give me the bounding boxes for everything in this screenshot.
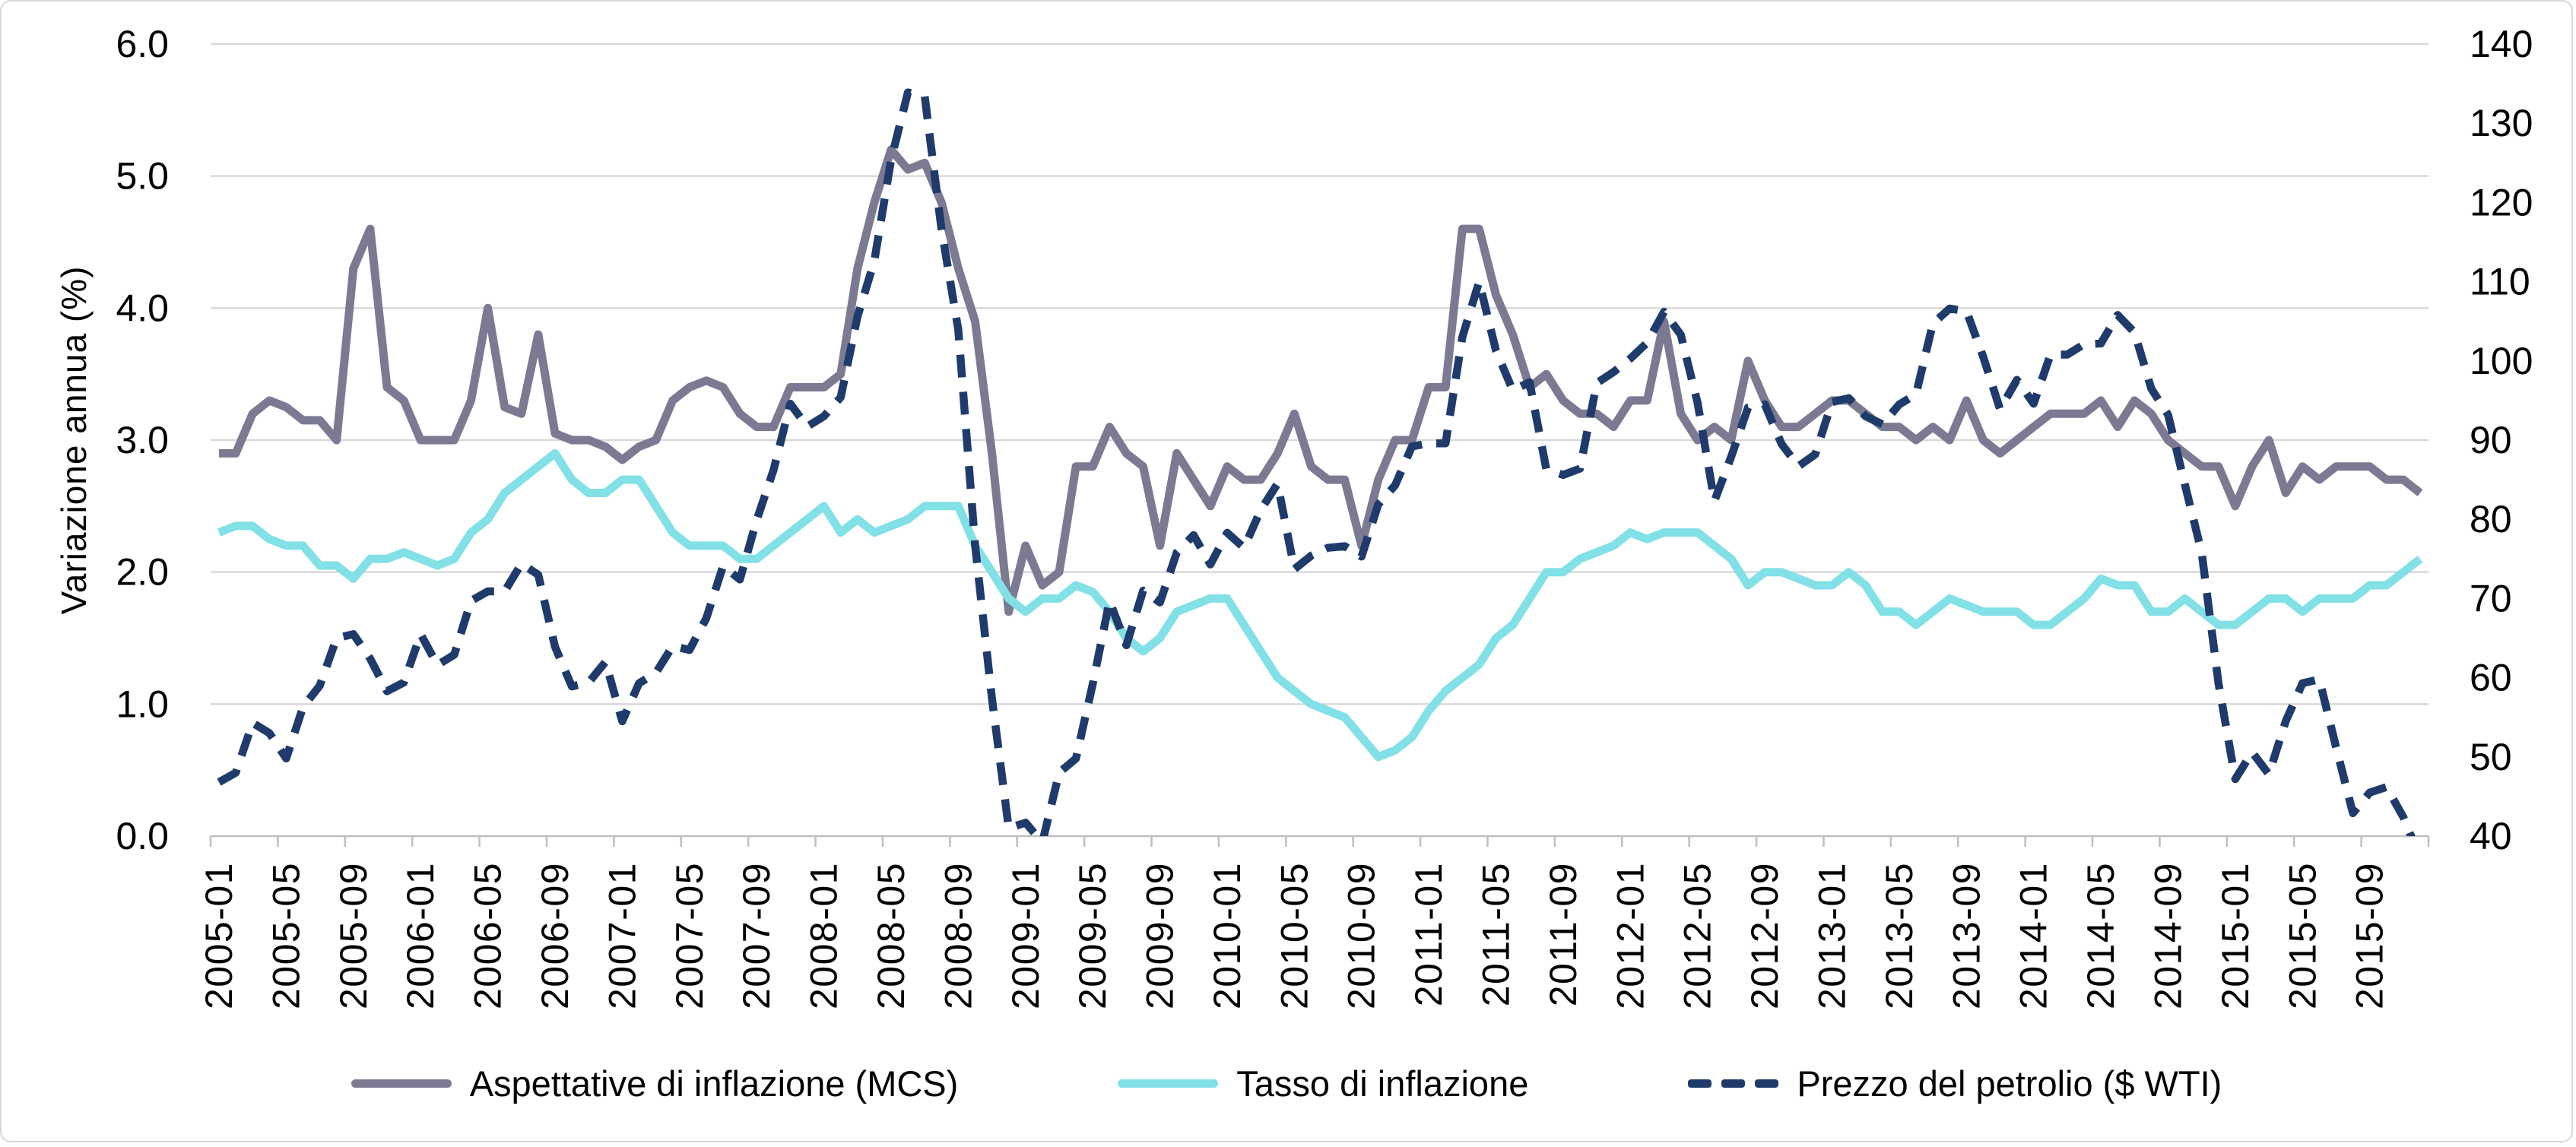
x-tick-label: 2010-01 xyxy=(1206,862,1248,1009)
y-tick-label-right: 80 xyxy=(2470,498,2512,540)
x-tick-label: 2008-01 xyxy=(803,862,845,1009)
y-tick-label-left: 5.0 xyxy=(116,155,169,198)
x-tick-label: 2007-05 xyxy=(668,862,711,1009)
x-tick-label: 2008-05 xyxy=(870,862,912,1009)
x-tick-label: 2006-09 xyxy=(534,862,576,1009)
y-tick-label-left: 2.0 xyxy=(116,551,169,594)
x-tick-label: 2012-09 xyxy=(1743,862,1786,1009)
x-tick-label: 2012-05 xyxy=(1677,862,1719,1009)
legend-item-inflazione: Tasso di inflazione xyxy=(1118,1063,1528,1104)
x-tick-label: 2010-09 xyxy=(1340,862,1383,1009)
x-tick-label: 2006-05 xyxy=(467,862,509,1009)
y-tick-label-left: 3.0 xyxy=(116,419,169,461)
y-tick-label-right: 140 xyxy=(2470,23,2533,65)
series-line-0 xyxy=(219,145,2423,616)
y-axis-title: Variazione annua (%) xyxy=(54,265,94,615)
legend-swatch-mcs xyxy=(351,1079,452,1088)
y-tick-label-left: 0.0 xyxy=(116,815,169,857)
x-tick-label: 2007-01 xyxy=(601,862,643,1009)
y-tick-label-right: 60 xyxy=(2470,657,2512,699)
x-tick-label: 2009-01 xyxy=(1004,862,1047,1009)
legend: Aspettative di inflazione (MCS) Tasso di… xyxy=(2,1063,2571,1104)
y-tick-label-right: 100 xyxy=(2470,340,2533,382)
y-tick-label-left: 1.0 xyxy=(116,683,169,725)
x-tick-label: 2008-09 xyxy=(937,862,979,1009)
x-tick-label: 2011-01 xyxy=(1407,862,1450,1006)
y-tick-label-right: 110 xyxy=(2470,261,2530,303)
x-tick-label: 2014-01 xyxy=(2013,862,2055,1009)
legend-item-mcs: Aspettative di inflazione (MCS) xyxy=(351,1063,959,1104)
y-tick-label-right: 130 xyxy=(2470,102,2533,144)
x-tick-label: 2013-09 xyxy=(1945,862,1988,1009)
x-tick-label: 2015-01 xyxy=(2214,862,2257,1009)
x-tick-label: 2013-01 xyxy=(1811,862,1854,1009)
x-tick-label: 2005-05 xyxy=(265,862,307,1009)
x-tick-label: 2009-09 xyxy=(1139,862,1182,1009)
x-tick-label: 2007-09 xyxy=(735,862,778,1009)
x-tick-label: 2015-05 xyxy=(2281,862,2324,1009)
series-line-1 xyxy=(217,448,2423,762)
legend-label-petrolio: Prezzo del petrolio ($ WTI) xyxy=(1797,1063,2222,1104)
x-tick-label: 2005-01 xyxy=(198,862,240,1009)
legend-label-mcs: Aspettative di inflazione (MCS) xyxy=(469,1063,959,1104)
x-tick-label: 2014-09 xyxy=(2146,862,2189,1009)
legend-item-petrolio: Prezzo del petrolio ($ WTI) xyxy=(1688,1063,2222,1104)
y-tick-label-right: 70 xyxy=(2470,577,2512,619)
x-tick-label: 2010-05 xyxy=(1273,862,1315,1009)
legend-label-inflazione: Tasso di inflazione xyxy=(1236,1063,1529,1104)
x-tick-label: 2014-05 xyxy=(2080,862,2122,1009)
legend-swatch-petrolio-dashed-icon xyxy=(1688,1079,1779,1088)
x-tick-label: 2012-01 xyxy=(1609,862,1651,1009)
y-tick-label-right: 40 xyxy=(2470,815,2512,857)
y-tick-label-right: 50 xyxy=(2470,736,2512,778)
x-tick-label: 2006-01 xyxy=(399,862,442,1009)
x-tick-label: 2011-09 xyxy=(1542,862,1585,1006)
x-tick-label: 2013-05 xyxy=(1878,862,1921,1009)
y-tick-label-right: 90 xyxy=(2470,419,2512,461)
x-tick-label: 2005-09 xyxy=(332,862,375,1009)
y-tick-label-left: 4.0 xyxy=(116,287,169,329)
legend-swatch-inflazione xyxy=(1118,1079,1219,1088)
y-tick-label-right: 120 xyxy=(2470,181,2533,223)
y-tick-label-left: 6.0 xyxy=(116,23,169,65)
x-tick-label: 2015-09 xyxy=(2349,862,2391,1009)
x-tick-label: 2009-05 xyxy=(1071,862,1114,1009)
x-tick-label: 2011-05 xyxy=(1475,862,1518,1006)
